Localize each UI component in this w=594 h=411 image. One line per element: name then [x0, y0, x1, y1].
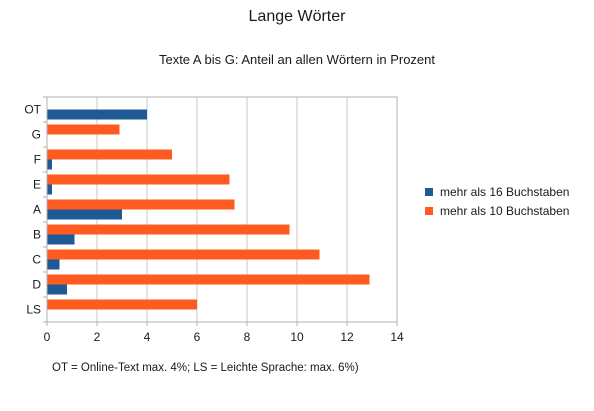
x-tick-label: 10	[290, 330, 304, 344]
y-tick-label: LS	[26, 303, 41, 317]
x-tick-label: 4	[144, 330, 151, 344]
legend-label: mehr als 16 Buchstaben	[440, 184, 570, 199]
footnote: OT = Online-Text max. 4%; LS = Leichte S…	[52, 362, 359, 374]
x-tick-label: 0	[44, 330, 51, 344]
y-tick-label: G	[32, 128, 41, 142]
bar-blue-B	[47, 234, 75, 245]
bar-orange-LS	[47, 299, 197, 310]
bar-blue-E	[47, 184, 52, 195]
x-tick-label: 6	[194, 330, 201, 344]
bar-blue-D	[47, 284, 67, 295]
legend-label: mehr als 10 Buchstaben	[440, 203, 570, 218]
y-tick-label: E	[33, 178, 41, 192]
bar-orange-F	[47, 149, 172, 160]
bar-blue-C	[47, 259, 60, 270]
y-tick-label: B	[33, 228, 41, 242]
legend-swatch	[425, 187, 433, 196]
legend-item: mehr als 16 Buchstaben	[425, 182, 569, 201]
bar-blue-F	[47, 159, 52, 170]
bar-orange-G	[47, 124, 120, 135]
x-tick-label: 12	[340, 330, 354, 344]
bars	[47, 109, 370, 310]
bar-orange-E	[47, 174, 230, 185]
y-tick-label: F	[34, 153, 41, 167]
x-tick-label: 8	[244, 330, 251, 344]
y-tick-label: D	[32, 278, 41, 292]
chart-subtitle: Texte A bis G: Anteil an allen Wörtern i…	[158, 52, 436, 67]
legend: mehr als 16 Buchstaben mehr als 10 Buchs…	[425, 182, 569, 220]
bar-blue-A	[47, 209, 122, 220]
y-tick-label: A	[33, 203, 41, 217]
bar-orange-A	[47, 199, 235, 210]
bar-blue-OT	[47, 109, 147, 120]
plot-frame	[46, 96, 398, 323]
y-tick-label: C	[32, 253, 41, 267]
chart-title: Lange Wörter	[248, 8, 346, 25]
axes	[43, 96, 398, 326]
bar-orange-C	[47, 249, 320, 260]
x-tick-label: 2	[94, 330, 101, 344]
legend-swatch	[425, 206, 433, 215]
y-tick-label: OT	[24, 103, 41, 117]
bar-orange-D	[47, 274, 370, 285]
legend-item: mehr als 10 Buchstaben	[425, 201, 569, 220]
x-tick-label: 14	[390, 330, 404, 344]
bar-orange-B	[47, 224, 290, 235]
